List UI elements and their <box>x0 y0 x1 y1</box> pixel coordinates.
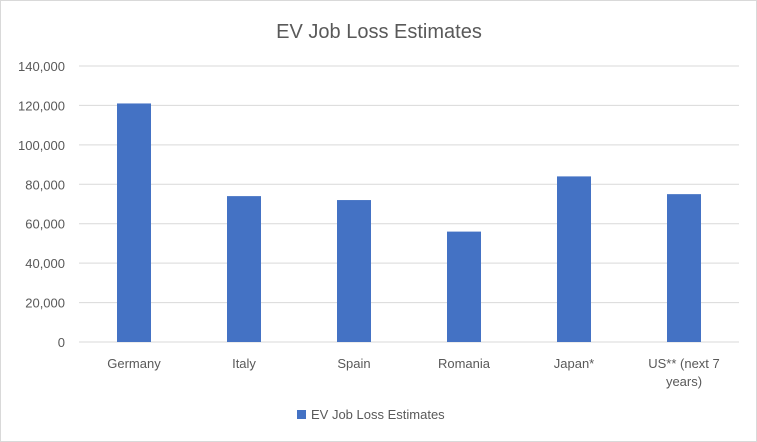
x-tick-label: Italy <box>232 356 256 371</box>
bars <box>117 103 701 342</box>
bar-italy <box>227 196 261 342</box>
bar-spain <box>337 200 371 342</box>
y-axis-tick-labels: 0 20,000 40,000 60,000 80,000 100,000 120,000 1… <box>18 59 65 350</box>
x-tick-label: Germany <box>107 356 161 371</box>
legend-label: EV Job Loss Estimates <box>311 407 445 422</box>
x-axis-tick-labels: Germany Italy Spain Romania Japan* US** (next… <box>107 356 720 389</box>
y-tick-label: 60,000 <box>25 217 65 232</box>
legend-swatch <box>297 410 306 419</box>
chart-title: EV Job Loss Estimates <box>276 21 482 43</box>
x-tick-label: Japan* <box>554 356 594 371</box>
y-tick-label: 100,000 <box>18 138 65 153</box>
bar-germany <box>117 103 151 342</box>
bar-romania <box>447 231 481 342</box>
y-tick-label: 140,000 <box>18 59 65 74</box>
y-tick-label: 20,000 <box>25 296 65 311</box>
bar-japan <box>557 176 591 342</box>
y-tick-label: 0 <box>58 335 65 350</box>
x-tick-label: US** (next 7 years) <box>648 356 720 389</box>
bar-us-next-7-years <box>667 194 701 342</box>
gridlines <box>79 65 739 343</box>
y-tick-label: 40,000 <box>25 256 65 271</box>
x-tick-label: Spain <box>337 356 370 371</box>
legend: EV Job Loss Estimates <box>297 407 445 422</box>
x-tick-label: Romania <box>438 356 491 371</box>
y-tick-label: 120,000 <box>18 98 65 113</box>
y-tick-label: 80,000 <box>25 177 65 192</box>
